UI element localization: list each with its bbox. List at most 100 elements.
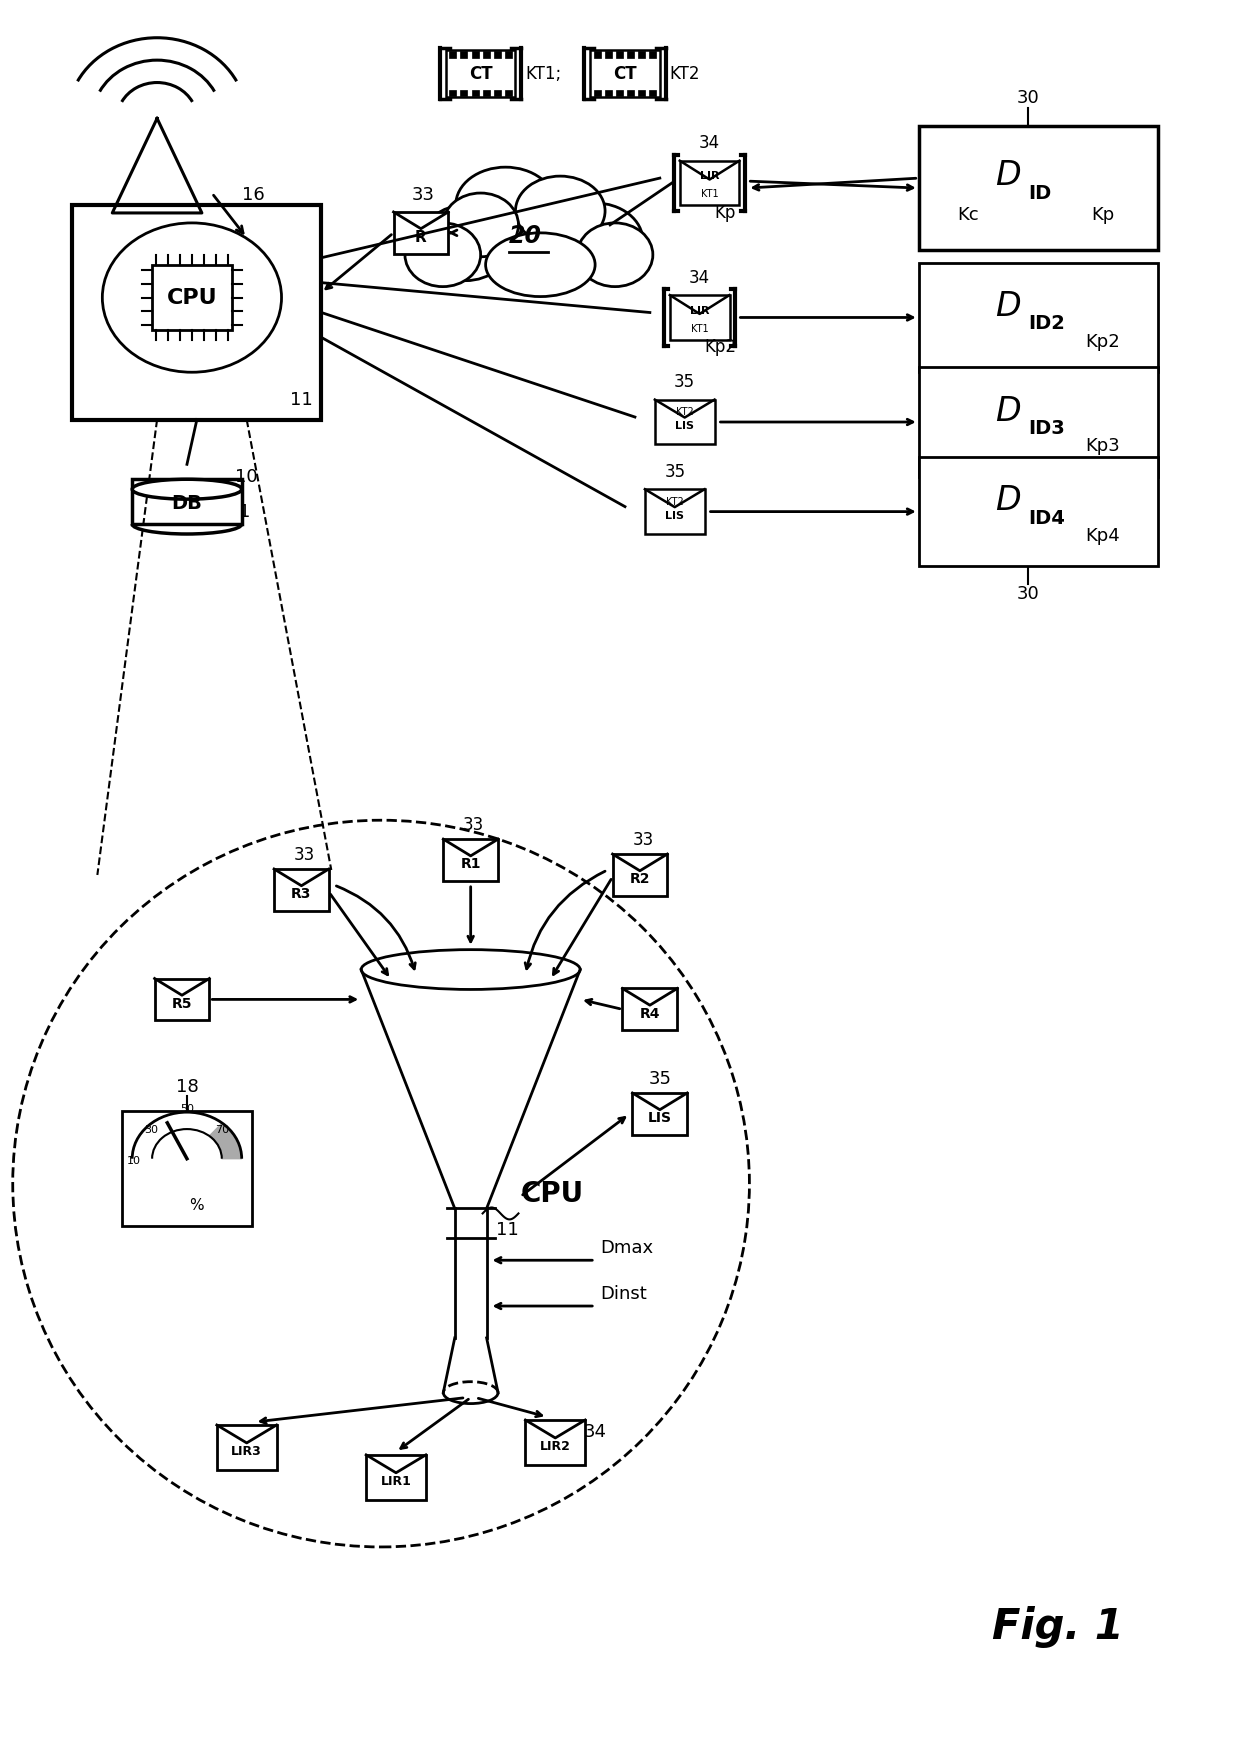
Bar	[639, 50, 645, 57]
Bar	[482, 90, 490, 97]
Text: Kp2: Kp2	[704, 339, 737, 356]
Text: Kp4: Kp4	[1085, 526, 1120, 545]
Ellipse shape	[486, 233, 595, 297]
Text: KT2: KT2	[670, 64, 701, 83]
Bar	[645, 490, 704, 533]
Bar	[153, 266, 232, 330]
Bar	[505, 90, 512, 97]
Bar	[494, 90, 501, 97]
Bar	[594, 90, 600, 97]
Bar	[605, 90, 611, 97]
Text: LIR: LIR	[699, 172, 719, 181]
Bar	[919, 125, 1158, 250]
Text: LIS: LIS	[647, 1112, 672, 1126]
Text: $D$: $D$	[996, 394, 1022, 427]
Bar	[133, 479, 242, 525]
Text: CT: CT	[469, 64, 492, 83]
Bar	[616, 50, 622, 57]
Text: 35: 35	[649, 1070, 671, 1087]
Text: 33: 33	[463, 816, 485, 834]
Bar	[613, 855, 667, 896]
Text: ID2: ID2	[1028, 314, 1065, 334]
Bar	[639, 90, 645, 97]
Bar	[632, 1093, 687, 1134]
Text: R4: R4	[640, 1006, 660, 1021]
Bar	[505, 50, 512, 57]
Bar	[650, 50, 656, 57]
Bar	[627, 50, 634, 57]
Text: ID4: ID4	[1028, 509, 1065, 528]
Text: DB: DB	[171, 493, 202, 512]
Bar	[274, 868, 329, 910]
Text: 33: 33	[632, 830, 653, 849]
Text: LIS: LIS	[676, 422, 694, 431]
Bar	[594, 50, 600, 57]
Polygon shape	[210, 1124, 242, 1159]
Ellipse shape	[103, 222, 281, 372]
Ellipse shape	[577, 222, 652, 287]
Bar	[460, 90, 467, 97]
Text: 34: 34	[689, 269, 711, 287]
Text: Kp3: Kp3	[1085, 438, 1120, 455]
Bar	[72, 205, 321, 420]
Bar	[366, 1456, 425, 1499]
Text: $D$: $D$	[996, 160, 1022, 193]
Bar	[590, 50, 660, 97]
Bar	[622, 988, 677, 1030]
Bar	[655, 400, 714, 445]
Bar	[393, 212, 449, 254]
Text: CT: CT	[613, 64, 637, 83]
Text: Kp2: Kp2	[1085, 332, 1120, 351]
Text: 35: 35	[675, 373, 696, 391]
Bar	[217, 1424, 277, 1470]
Text: CPU: CPU	[166, 288, 217, 307]
Text: Kp: Kp	[714, 203, 737, 222]
Text: 11: 11	[496, 1221, 518, 1240]
Text: R: R	[415, 229, 427, 245]
Text: KT1;: KT1;	[526, 64, 562, 83]
Text: KT1: KT1	[691, 323, 708, 334]
Ellipse shape	[471, 188, 590, 278]
Bar	[650, 90, 656, 97]
Bar	[460, 50, 467, 57]
Text: LIR3: LIR3	[232, 1445, 262, 1459]
Text: LIS: LIS	[665, 511, 684, 521]
Ellipse shape	[456, 167, 556, 243]
Text: KT2: KT2	[676, 406, 693, 417]
Text: Dmax: Dmax	[600, 1238, 653, 1258]
Text: ID3: ID3	[1028, 419, 1065, 438]
Text: LIR: LIR	[689, 306, 709, 316]
Text: R5: R5	[171, 997, 192, 1011]
Text: 10: 10	[128, 1155, 141, 1166]
Text: CPU: CPU	[521, 1179, 584, 1207]
Text: %: %	[190, 1199, 205, 1212]
Text: KT2: KT2	[666, 497, 683, 507]
Bar	[627, 90, 634, 97]
Text: 1: 1	[239, 502, 250, 521]
Text: 11: 11	[290, 391, 312, 408]
Text: 50: 50	[180, 1105, 193, 1113]
Text: 10: 10	[236, 467, 258, 486]
Text: 30: 30	[1017, 89, 1039, 108]
Text: Fig. 1: Fig. 1	[992, 1605, 1123, 1648]
Bar	[155, 978, 210, 1020]
Text: $D$: $D$	[996, 485, 1022, 518]
Bar	[616, 90, 622, 97]
Text: R3: R3	[291, 888, 311, 902]
Text: LIR1: LIR1	[381, 1475, 412, 1489]
Text: 20: 20	[508, 224, 542, 248]
Text: 16: 16	[242, 186, 264, 203]
Ellipse shape	[420, 205, 511, 281]
Bar	[605, 50, 611, 57]
Bar	[123, 1112, 252, 1226]
Text: R2: R2	[630, 872, 650, 886]
Text: 34: 34	[584, 1423, 606, 1442]
Text: Dinst: Dinst	[600, 1285, 647, 1303]
Text: ID: ID	[1028, 184, 1052, 203]
Text: 18: 18	[176, 1077, 198, 1096]
Text: Kp: Kp	[1091, 207, 1115, 224]
Text: 34: 34	[699, 134, 720, 153]
Ellipse shape	[443, 193, 518, 257]
Ellipse shape	[405, 222, 481, 287]
Bar	[670, 295, 729, 340]
